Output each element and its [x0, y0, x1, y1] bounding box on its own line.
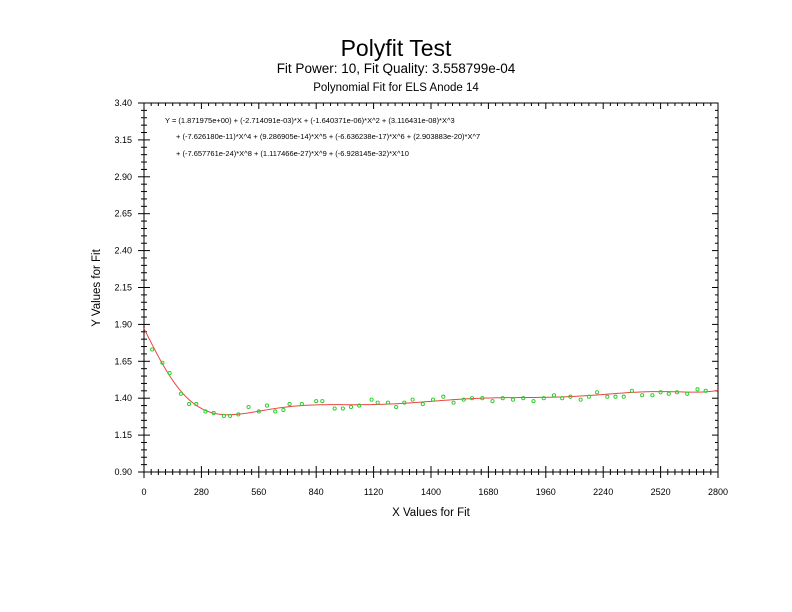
y-tick-label: 2.40 [114, 246, 132, 256]
data-point [369, 397, 374, 402]
fit-curve-group [143, 328, 719, 416]
data-point [674, 390, 680, 395]
data-point [357, 403, 362, 408]
data-point [510, 397, 516, 402]
x-tick-label: 1960 [536, 487, 556, 497]
data-point [461, 397, 466, 402]
data-point [640, 393, 645, 398]
data-point [221, 413, 226, 418]
y-axis-title: Y Values for Fit [91, 248, 103, 326]
data-point [273, 409, 278, 414]
data-point [348, 405, 354, 410]
data-point [211, 410, 216, 416]
data-point [194, 402, 199, 407]
y-tick-label: 2.90 [114, 172, 132, 182]
data-point [521, 396, 526, 401]
data-point [480, 396, 485, 401]
data-point [703, 388, 708, 393]
data-point [264, 403, 270, 408]
y-tick-label: 1.15 [114, 430, 132, 440]
y-tick-label: 1.40 [114, 393, 132, 403]
data-point [246, 405, 251, 410]
data-point [541, 396, 546, 401]
equation-line-2: + (-7.626180e-11)*X^4 + (9.286905e-14)*X… [176, 132, 480, 141]
data-point [178, 391, 183, 396]
x-tick-label: 280 [194, 487, 209, 497]
data-point [586, 394, 591, 399]
data-point [287, 402, 292, 407]
data-point [385, 400, 391, 405]
data-point [695, 387, 700, 392]
data-point [500, 396, 505, 401]
data-point [490, 399, 495, 404]
data-point [332, 406, 337, 411]
data-point [469, 396, 475, 401]
data-point [299, 402, 304, 407]
data-point [402, 400, 407, 405]
x-tick-label: 1400 [421, 487, 441, 497]
y-tick-label: 3.40 [114, 98, 132, 108]
data-point [666, 391, 671, 396]
axis-ticks [138, 102, 719, 478]
data-point [451, 400, 456, 405]
data-point [167, 371, 172, 376]
x-tick-label: 840 [309, 487, 324, 497]
data-point [203, 409, 208, 414]
data-point [568, 394, 573, 399]
plot-frame [143, 102, 719, 473]
y-tick-label: 1.65 [114, 356, 132, 366]
data-point [228, 413, 233, 418]
chart-subtitle-secondary: Polynomial Fit for ELS Anode 14 [313, 82, 479, 94]
data-point [375, 400, 380, 405]
x-tick-label: 2240 [593, 487, 613, 497]
data-point [340, 406, 345, 411]
data-point [595, 390, 600, 395]
data-point [613, 394, 618, 399]
x-tick-label: 1120 [364, 487, 383, 497]
data-point [605, 394, 610, 399]
y-tick-label: 2.65 [114, 209, 132, 219]
equation-line-1: Y = (1.871975e+00) + (-2.714091e-03)*X +… [165, 116, 455, 125]
data-point [410, 397, 415, 402]
data-point [430, 397, 436, 402]
equation-line-3: + (-7.657761e-24)*X^8 + (1.117466e-27)*X… [176, 149, 409, 158]
fit-curve-line [143, 328, 719, 416]
data-point [531, 399, 536, 404]
data-point [394, 405, 399, 410]
data-point [685, 391, 690, 396]
y-tick-label: 1.90 [114, 319, 132, 329]
x-tick-label: 1680 [478, 487, 498, 497]
data-points [150, 347, 708, 418]
data-point [320, 399, 325, 404]
data-point [560, 396, 565, 401]
chart-title: Polyfit Test [340, 35, 452, 61]
x-tick-label: 0 [141, 487, 146, 497]
x-tick-label: 2520 [651, 487, 671, 497]
x-tick-label: 2800 [708, 487, 728, 497]
y-tick-label: 3.15 [114, 135, 132, 145]
data-point [256, 409, 261, 414]
data-point [187, 402, 192, 407]
data-point [658, 390, 663, 395]
data-point [621, 394, 626, 399]
x-tick-label: 560 [251, 487, 266, 497]
x-axis-title: X Values for Fit [392, 507, 471, 519]
data-point [281, 407, 286, 413]
x-tick-labels: 0 280 560 840 1120 1400 1680 1960 2240 2520 2800 [141, 487, 728, 497]
data-point [236, 412, 241, 417]
y-tick-label: 0.90 [114, 467, 132, 477]
data-point [551, 393, 557, 398]
data-point [629, 388, 634, 393]
data-point [160, 360, 165, 365]
data-point [314, 399, 319, 404]
data-point [650, 393, 655, 398]
data-point [150, 347, 155, 352]
chart-subtitle: Fit Power: 10, Fit Quality: 3.558799e-04 [276, 61, 516, 76]
data-point [578, 397, 583, 402]
data-point [441, 394, 446, 399]
data-point [420, 402, 425, 407]
y-tick-label: 2.15 [114, 283, 132, 293]
y-tick-labels: 0.90 1.15 1.40 1.65 1.90 2.15 2.40 2.65 2.90 3.15… [114, 98, 132, 477]
